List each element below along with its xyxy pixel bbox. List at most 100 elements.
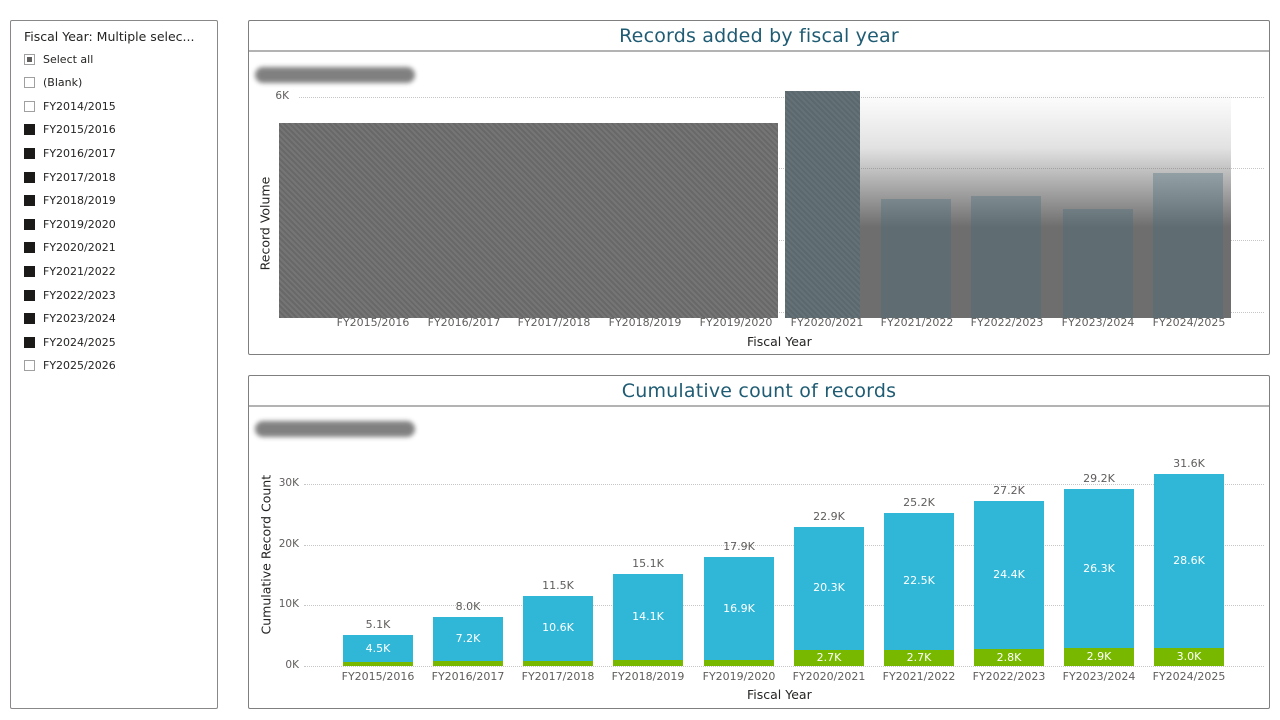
slicer-item-label: FY2023/2024 bbox=[43, 312, 116, 326]
x-tick-label: FY2023/2024 bbox=[1062, 670, 1136, 683]
bar-segment-label: 2.9K bbox=[1086, 650, 1112, 664]
slicer-item-label: FY2017/2018 bbox=[43, 170, 116, 184]
checkbox-icon[interactable] bbox=[24, 77, 35, 89]
slicer-item[interactable]: FY2021/2022 bbox=[24, 262, 116, 280]
slicer-item-label: FY2020/2021 bbox=[43, 241, 116, 255]
x-axis-title: Fiscal Year bbox=[747, 687, 812, 702]
bar-segment-main[interactable] bbox=[974, 500, 1044, 649]
x-tick-label: FY2015/2016 bbox=[336, 316, 410, 329]
checkbox-icon[interactable] bbox=[24, 218, 35, 230]
bar-segment-base[interactable] bbox=[433, 661, 503, 666]
fiscal-year-slicer: Fiscal Year: Multiple selec... Select al… bbox=[10, 20, 218, 709]
checkbox-icon[interactable] bbox=[24, 100, 35, 112]
checkbox-icon[interactable] bbox=[24, 360, 35, 372]
bar-segment-main[interactable] bbox=[884, 513, 954, 650]
bar-segment-base[interactable] bbox=[613, 659, 683, 666]
bar-segment-label: 20.3K bbox=[813, 581, 845, 595]
bar-segment-base[interactable] bbox=[884, 649, 954, 666]
bar-segment-base[interactable] bbox=[704, 659, 774, 666]
slicer-item[interactable]: FY2020/2021 bbox=[24, 239, 116, 257]
bar-segment-main[interactable] bbox=[704, 557, 774, 660]
slicer-item[interactable]: FY2019/2020 bbox=[24, 215, 116, 233]
bar-total-label: 31.6K bbox=[1173, 457, 1205, 471]
gridline bbox=[304, 544, 1264, 546]
slicer-item[interactable]: FY2018/2019 bbox=[24, 192, 116, 210]
bar-segment-label: 14.1K bbox=[632, 610, 664, 624]
bar-total-label: 29.2K bbox=[1083, 471, 1115, 485]
bar-segment-label: 2.8K bbox=[996, 650, 1022, 664]
checkbox-icon[interactable] bbox=[24, 336, 35, 348]
x-tick-label: FY2021/2022 bbox=[882, 670, 956, 683]
checkbox-icon[interactable] bbox=[24, 313, 35, 325]
slicer-item-label: FY2015/2016 bbox=[43, 123, 116, 137]
y-tick-label: 20K bbox=[278, 537, 299, 550]
checkbox-icon[interactable] bbox=[24, 124, 35, 136]
slicer-item[interactable]: (Blank) bbox=[24, 74, 82, 92]
slicer-item-label: FY2021/2022 bbox=[43, 264, 116, 278]
obscured-bar bbox=[1063, 209, 1133, 318]
slicer-item[interactable]: FY2015/2016 bbox=[24, 121, 116, 139]
bar-segment-label: 10.6K bbox=[542, 621, 574, 635]
chart-title: Cumulative count of records bbox=[621, 379, 897, 402]
gridline bbox=[304, 483, 1264, 485]
x-tick-label: FY2023/2024 bbox=[1061, 316, 1135, 329]
y-tick-label: 0K bbox=[285, 659, 299, 671]
slicer-item[interactable]: FY2025/2026 bbox=[24, 357, 116, 375]
x-tick-label: FY2017/2018 bbox=[517, 316, 591, 329]
bar-segment-label: 3.0K bbox=[1176, 649, 1202, 663]
bar-segment-base[interactable] bbox=[1154, 647, 1224, 666]
bar-segment-main[interactable] bbox=[613, 574, 683, 660]
bar-total-label: 15.1K bbox=[632, 557, 664, 571]
bar-total-label: 17.9K bbox=[723, 540, 755, 554]
checkbox-icon[interactable] bbox=[24, 265, 35, 277]
bar-segment-base[interactable] bbox=[1064, 648, 1134, 666]
gridline bbox=[299, 97, 1264, 98]
checkbox-icon[interactable] bbox=[24, 195, 35, 207]
redacted-label bbox=[255, 67, 415, 83]
slicer-item-label: FY2014/2015 bbox=[43, 99, 116, 113]
bar-segment-main[interactable] bbox=[343, 635, 413, 663]
slicer-item[interactable]: FY2017/2018 bbox=[24, 168, 116, 186]
bar-segment-main[interactable] bbox=[1064, 488, 1134, 649]
slicer-item[interactable]: FY2014/2015 bbox=[24, 97, 116, 115]
y-tick-label: 30K bbox=[278, 476, 299, 489]
checkbox-icon[interactable] bbox=[24, 53, 35, 65]
bar-segment-base[interactable] bbox=[974, 649, 1044, 666]
bar-segment-main[interactable] bbox=[794, 526, 864, 650]
slicer-item[interactable]: Select all bbox=[24, 50, 93, 68]
slicer-item-label: FY2018/2019 bbox=[43, 194, 116, 208]
bar-segment-base[interactable] bbox=[343, 662, 413, 666]
bar-segment-main[interactable] bbox=[523, 596, 593, 661]
bar-total-label: 5.1K bbox=[365, 618, 391, 632]
slicer-item[interactable]: FY2016/2017 bbox=[24, 144, 116, 162]
bar-segment-main[interactable] bbox=[1154, 474, 1224, 648]
y-axis-title: Cumulative Record Count bbox=[258, 474, 274, 635]
chart-title-bar: Records added by fiscal year bbox=[249, 21, 1269, 52]
x-tick-label: FY2024/2025 bbox=[1152, 316, 1226, 329]
bar-segment-label: 2.7K bbox=[906, 650, 932, 664]
slicer-header[interactable]: Fiscal Year: Multiple selec... bbox=[24, 29, 195, 44]
gridline bbox=[304, 605, 1264, 607]
checkbox-icon[interactable] bbox=[24, 147, 35, 159]
bar-segment-base[interactable] bbox=[794, 649, 864, 666]
redacted-region bbox=[279, 123, 778, 318]
checkbox-icon[interactable] bbox=[24, 171, 35, 183]
redacted-label bbox=[255, 421, 415, 437]
slicer-item-label: FY2025/2026 bbox=[43, 359, 116, 373]
chart-title-bar: Cumulative count of records bbox=[249, 376, 1269, 407]
bar-segment-base[interactable] bbox=[523, 660, 593, 666]
x-tick-label: FY2017/2018 bbox=[521, 670, 595, 683]
x-tick-label: FY2016/2017 bbox=[431, 670, 505, 683]
slicer-item[interactable]: FY2024/2025 bbox=[24, 333, 116, 351]
gridline bbox=[299, 312, 1264, 313]
bar-total-label: 8.0K bbox=[455, 600, 481, 614]
cumulative-count-chart: Cumulative count of records 0K 10K 20K 30K 5… bbox=[248, 375, 1270, 709]
checkbox-icon[interactable] bbox=[24, 242, 35, 254]
checkbox-icon[interactable] bbox=[24, 289, 35, 301]
slicer-item[interactable]: FY2022/2023 bbox=[24, 286, 116, 304]
bar-segment-label: 2.7K bbox=[816, 650, 842, 664]
slicer-item[interactable]: FY2023/2024 bbox=[24, 310, 116, 328]
gridline bbox=[299, 240, 1264, 241]
slicer-item-label: FY2019/2020 bbox=[43, 217, 116, 231]
bar-segment-main[interactable] bbox=[433, 617, 503, 662]
